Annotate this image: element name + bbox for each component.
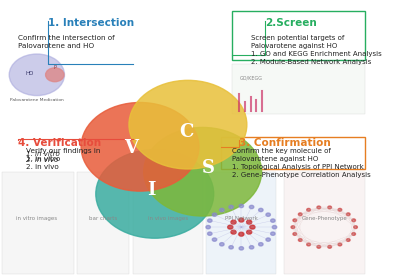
Circle shape — [220, 243, 224, 246]
Circle shape — [9, 54, 64, 96]
Circle shape — [328, 245, 332, 248]
Circle shape — [352, 233, 356, 235]
Circle shape — [266, 213, 270, 216]
Circle shape — [271, 219, 275, 222]
Circle shape — [307, 208, 310, 211]
Text: in vitro images: in vitro images — [16, 216, 58, 221]
Circle shape — [317, 206, 321, 209]
Circle shape — [231, 220, 236, 224]
Text: Palovarotene Medication: Palovarotene Medication — [10, 98, 64, 102]
Text: Gene-Phenotype: Gene-Phenotype — [301, 216, 347, 221]
Text: 2.Screen: 2.Screen — [265, 18, 317, 28]
Circle shape — [239, 232, 244, 236]
Text: Screen potential targets of
Palovarotene against HO
1. GO and KEGG Enrichment An: Screen potential targets of Palovarotene… — [250, 35, 381, 65]
Text: Confirm the key molecule of
Palovarotene against HO
1. Topological Analysis of P: Confirm the key molecule of Palovarotene… — [232, 148, 371, 178]
Circle shape — [46, 68, 64, 82]
Text: 2. in vivo: 2. in vivo — [26, 157, 58, 163]
Circle shape — [291, 226, 295, 229]
Text: GO/KEGG: GO/KEGG — [240, 75, 262, 80]
Circle shape — [250, 225, 255, 229]
Bar — [284, 172, 365, 274]
Circle shape — [298, 213, 302, 216]
Circle shape — [293, 219, 297, 222]
Bar — [232, 11, 365, 60]
Circle shape — [307, 243, 310, 246]
Text: PPI Network: PPI Network — [225, 216, 258, 221]
Text: 1. Intersection: 1. Intersection — [48, 18, 134, 28]
Circle shape — [298, 238, 302, 241]
Circle shape — [239, 218, 244, 222]
Text: 3. Confirmation: 3. Confirmation — [240, 138, 331, 148]
Circle shape — [208, 219, 212, 222]
Circle shape — [293, 233, 297, 235]
Text: bar charts: bar charts — [89, 216, 117, 221]
Circle shape — [212, 238, 217, 241]
Text: in vivo images: in vivo images — [148, 216, 188, 221]
Text: Verify our findings in
1. in vitro
2. in vivo: Verify our findings in 1. in vitro 2. in… — [26, 148, 100, 170]
Circle shape — [259, 243, 263, 246]
Text: I: I — [147, 181, 155, 199]
Text: 4. Verification: 4. Verification — [18, 138, 102, 148]
Circle shape — [338, 208, 342, 211]
Circle shape — [272, 225, 277, 229]
Circle shape — [266, 238, 270, 241]
Text: V: V — [124, 139, 138, 157]
Circle shape — [338, 243, 342, 246]
Bar — [206, 172, 276, 274]
Circle shape — [354, 226, 357, 229]
Circle shape — [96, 150, 214, 238]
Text: S: S — [202, 159, 215, 176]
Bar — [221, 137, 365, 169]
Bar — [133, 172, 203, 274]
Circle shape — [229, 205, 233, 209]
Circle shape — [231, 230, 236, 234]
Circle shape — [81, 102, 199, 191]
Circle shape — [352, 219, 356, 222]
Bar — [232, 64, 365, 114]
Circle shape — [220, 208, 224, 212]
Circle shape — [317, 245, 321, 248]
Circle shape — [259, 208, 263, 212]
Circle shape — [246, 230, 252, 234]
Text: 1. in vitro: 1. in vitro — [26, 151, 60, 157]
Circle shape — [249, 205, 254, 209]
Circle shape — [239, 204, 244, 208]
Circle shape — [249, 246, 254, 249]
Circle shape — [271, 232, 275, 235]
Circle shape — [346, 213, 350, 216]
Text: P: P — [53, 65, 56, 70]
Text: C: C — [179, 123, 193, 140]
Circle shape — [346, 238, 350, 241]
Circle shape — [206, 225, 210, 229]
Circle shape — [239, 247, 244, 250]
Circle shape — [208, 232, 212, 235]
Bar — [2, 172, 74, 274]
Circle shape — [129, 80, 247, 169]
Text: Confirm the intersection of
Palovarotene and HO: Confirm the intersection of Palovarotene… — [18, 35, 115, 49]
Circle shape — [228, 225, 233, 229]
Circle shape — [144, 127, 262, 216]
Circle shape — [229, 246, 233, 249]
Circle shape — [212, 213, 217, 216]
Circle shape — [246, 220, 252, 224]
Bar — [77, 172, 129, 274]
Text: HO: HO — [25, 71, 34, 76]
Circle shape — [328, 206, 332, 209]
